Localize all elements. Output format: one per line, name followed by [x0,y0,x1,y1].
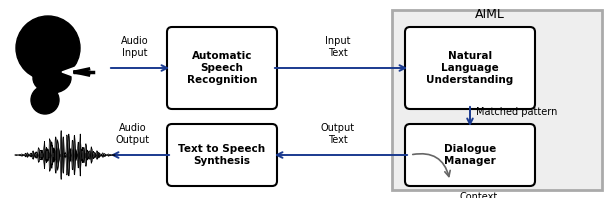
Text: Context: Context [460,192,498,198]
Text: Text to Speech
Synthesis: Text to Speech Synthesis [179,144,265,166]
Wedge shape [62,67,78,77]
Text: Audio
Output: Audio Output [116,123,150,145]
Text: Matched pattern: Matched pattern [476,107,558,117]
Text: AIML: AIML [475,8,505,21]
Text: Dialogue
Manager: Dialogue Manager [444,144,496,166]
Circle shape [16,16,80,80]
Text: Automatic
Speech
Recognition: Automatic Speech Recognition [187,51,257,85]
Ellipse shape [26,21,50,39]
FancyBboxPatch shape [167,124,277,186]
FancyBboxPatch shape [405,27,535,109]
Text: Audio
Input: Audio Input [121,36,149,58]
FancyBboxPatch shape [405,124,535,186]
Text: Natural
Language
Understanding: Natural Language Understanding [426,51,514,85]
FancyBboxPatch shape [167,27,277,109]
Circle shape [31,86,59,114]
Text: Output
Text: Output Text [321,123,355,145]
Text: Input
Text: Input Text [325,36,351,58]
Ellipse shape [33,63,71,93]
FancyBboxPatch shape [392,10,602,190]
